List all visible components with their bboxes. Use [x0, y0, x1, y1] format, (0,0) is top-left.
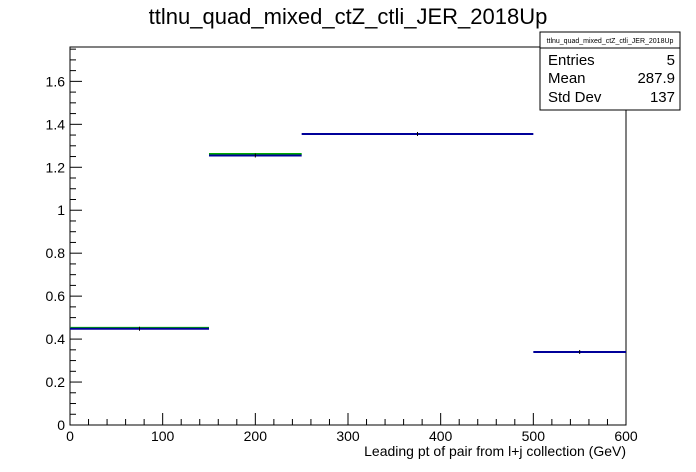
y-tick-labels: 0 0.2 0.4 0.6 0.8 1 1.2 1.4 1.6 [46, 73, 66, 433]
stats-entries-label: Entries [548, 52, 595, 69]
y-tick-label: 1.6 [46, 73, 66, 89]
stats-mean-label: Mean [548, 70, 586, 87]
x-tick-label: 200 [244, 428, 268, 444]
y-tick-label: 0 [57, 417, 65, 433]
y-tick-label: 0.8 [46, 245, 66, 261]
axis-ticks [69, 48, 627, 426]
x-tick-labels: 0 100 200 300 400 500 600 [66, 428, 638, 444]
y-tick-label: 1.2 [46, 159, 66, 175]
x-axis-title: Leading pt of pair from l+j collection (… [364, 443, 626, 459]
stats-stddev-label: Std Dev [548, 89, 602, 106]
x-tick-label: 300 [336, 428, 360, 444]
y-tick-label: 0.6 [46, 288, 66, 304]
stats-entries-value: 5 [667, 52, 675, 69]
stats-box-frame [539, 31, 681, 111]
x-tick-label: 600 [614, 428, 638, 444]
stats-box-title: ttlnu_quad_mixed_ctZ_ctli_JER_2018Up [547, 38, 674, 45]
x-tick-label: 400 [429, 428, 453, 444]
x-tick-label: 500 [522, 428, 546, 444]
chart-title: ttlnu_quad_mixed_ctZ_ctli_JER_2018Up [149, 4, 548, 29]
x-tick-label: 0 [66, 428, 74, 444]
y-tick-label: 1.4 [46, 116, 66, 132]
x-tick-label: 100 [151, 428, 175, 444]
stats-mean-value: 287.9 [637, 70, 675, 87]
main-series [70, 131, 626, 354]
y-tick-label: 1 [57, 202, 65, 218]
y-tick-label: 0.4 [46, 331, 66, 347]
y-tick-label: 0.2 [46, 374, 66, 390]
overlay-series [70, 152, 302, 329]
stats-box: ttlnu_quad_mixed_ctZ_ctli_JER_2018Up Ent… [539, 31, 681, 111]
stats-stddev-value: 137 [650, 89, 675, 106]
